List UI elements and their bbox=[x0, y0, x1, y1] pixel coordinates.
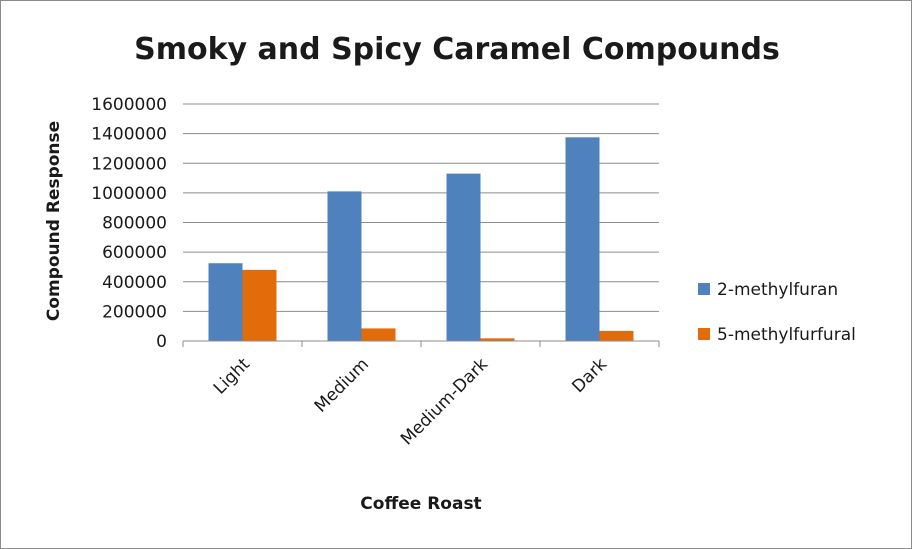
y-axis-title: Compound Response bbox=[44, 121, 64, 321]
bar-series1-2 bbox=[446, 173, 481, 341]
bar-series1-0 bbox=[208, 263, 243, 341]
legend: 2-methylfuran 5-methylfurfural bbox=[698, 280, 856, 345]
bar-series2-0 bbox=[242, 269, 277, 341]
y-tick-label: 1000000 bbox=[91, 184, 167, 204]
y-tick-label: 400000 bbox=[102, 273, 167, 293]
y-tick-label: 200000 bbox=[102, 302, 167, 322]
bar-series2-2 bbox=[480, 338, 515, 341]
legend-label: 2-methylfuran bbox=[717, 280, 838, 300]
legend-swatch bbox=[698, 328, 710, 340]
x-axis-ticks: Light Medium Medium-Dark Dark bbox=[182, 341, 660, 449]
x-axis-title: Coffee Roast bbox=[360, 494, 481, 514]
y-axis-ticks: 0 200000 400000 600000 800000 1000000 1200000 1… bbox=[91, 95, 167, 352]
y-tick-label: 1400000 bbox=[91, 125, 167, 145]
x-tick-label: Medium-Dark bbox=[397, 354, 492, 449]
y-tick-label: 600000 bbox=[102, 243, 167, 263]
legend-label: 5-methylfurfural bbox=[717, 325, 856, 345]
legend-swatch bbox=[698, 283, 710, 295]
x-tick-label: Medium bbox=[311, 354, 373, 416]
y-tick-label: 0 bbox=[156, 332, 167, 352]
y-tick-label: 1200000 bbox=[91, 154, 167, 174]
bar-series2-1 bbox=[361, 328, 396, 341]
y-tick-label: 1600000 bbox=[91, 95, 167, 115]
x-tick-label: Light bbox=[210, 354, 254, 398]
bar-series1-1 bbox=[327, 191, 362, 341]
bar-series1-3 bbox=[565, 137, 600, 341]
bars bbox=[208, 137, 634, 341]
x-tick-label: Dark bbox=[568, 354, 611, 397]
y-tick-label: 800000 bbox=[102, 214, 167, 234]
chart-title: Smoky and Spicy Caramel Compounds bbox=[134, 32, 780, 67]
bar-series2-3 bbox=[599, 330, 634, 341]
